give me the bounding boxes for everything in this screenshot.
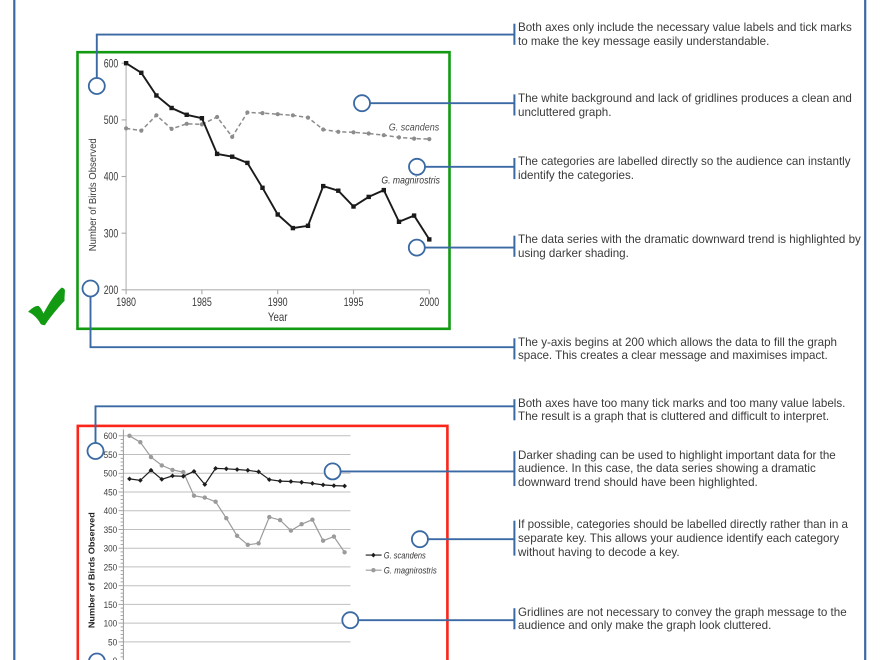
svg-text:50: 50 — [108, 637, 117, 648]
svg-text:G. scandens: G. scandens — [389, 123, 440, 134]
svg-text:1990: 1990 — [268, 295, 288, 309]
svg-text:Number of Birds Observed: Number of Birds Observed — [86, 512, 96, 628]
svg-text:2000: 2000 — [419, 295, 439, 309]
svg-text:500: 500 — [104, 469, 118, 480]
svg-text:450: 450 — [104, 487, 118, 498]
svg-text:550: 550 — [104, 450, 118, 461]
svg-text:1980: 1980 — [116, 295, 136, 309]
svg-text:G. magnirostris: G. magnirostris — [384, 566, 437, 577]
svg-text:100: 100 — [104, 619, 118, 630]
svg-text:300: 300 — [104, 544, 118, 555]
svg-text:250: 250 — [104, 562, 118, 573]
svg-text:G. magnirostris: G. magnirostris — [381, 175, 440, 186]
svg-text:200: 200 — [104, 283, 119, 297]
svg-text:600: 600 — [104, 431, 118, 442]
svg-text:500: 500 — [104, 113, 119, 127]
svg-text:Number of Birds Observed: Number of Birds Observed — [87, 138, 99, 251]
svg-text:0: 0 — [113, 656, 118, 660]
svg-text:G. scandens: G. scandens — [384, 550, 426, 561]
svg-text:200: 200 — [104, 581, 118, 592]
svg-text:300: 300 — [104, 226, 119, 240]
svg-text:600: 600 — [104, 56, 119, 70]
svg-text:150: 150 — [104, 600, 118, 611]
svg-text:400: 400 — [104, 170, 119, 184]
svg-text:400: 400 — [104, 506, 118, 517]
svg-text:1985: 1985 — [192, 295, 212, 309]
svg-text:1995: 1995 — [344, 295, 364, 309]
svg-text:Year: Year — [268, 310, 288, 324]
svg-text:350: 350 — [104, 525, 118, 536]
